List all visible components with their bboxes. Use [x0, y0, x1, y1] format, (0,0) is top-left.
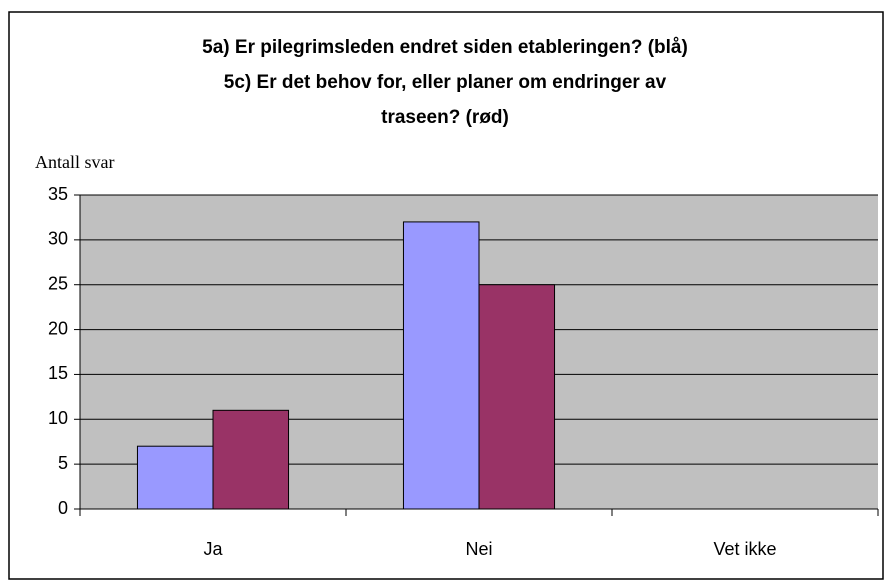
chart-title: 5c) Er det behov for, eller planer om en… — [224, 72, 667, 93]
y-axis-label: Antall svar — [35, 152, 114, 172]
chart-title: 5a) Er pilegrimsleden endret siden etabl… — [202, 37, 688, 58]
bar — [402, 221, 480, 510]
y-tick-label: 10 — [48, 408, 68, 428]
x-tick-label: Vet ikke — [713, 539, 776, 559]
bar — [212, 409, 290, 510]
bar — [136, 445, 214, 510]
y-tick-label: 30 — [48, 229, 68, 249]
y-tick-label: 5 — [58, 453, 68, 473]
chart-title: traseen? (rød) — [381, 107, 509, 128]
y-tick-label: 15 — [48, 363, 68, 383]
y-tick-label: 35 — [48, 184, 68, 204]
bar — [478, 284, 556, 510]
x-tick-label: Ja — [203, 539, 223, 559]
x-tick-label: Nei — [465, 539, 492, 559]
y-tick-label: 25 — [48, 273, 68, 293]
y-tick-label: 20 — [48, 318, 68, 338]
y-tick-label: 0 — [58, 498, 68, 518]
